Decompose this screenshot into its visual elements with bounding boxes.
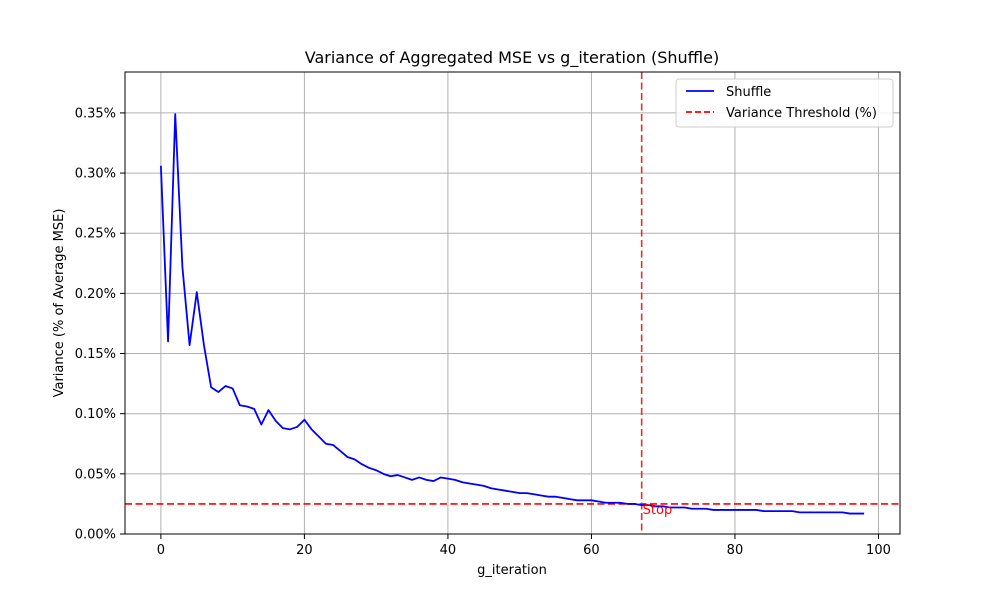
x-tick-label: 0	[157, 543, 165, 558]
legend-box	[675, 78, 894, 128]
reference-lines	[125, 72, 900, 534]
x-tick-label: 60	[583, 543, 600, 558]
series-line-shuffle	[159, 113, 865, 515]
y-tick-label: 0.20%	[75, 287, 116, 302]
y-tick-label: 0.15%	[75, 347, 116, 362]
y-tick-label: 0.10%	[75, 407, 116, 422]
x-tick-label: 80	[727, 543, 744, 558]
legend-label-variance-threshold: Variance Threshold (%)	[726, 106, 877, 121]
y-axis-label: Variance (% of Average MSE)	[52, 209, 67, 398]
stop-annotation: Stop	[643, 503, 673, 518]
x-axis-ticks: 0 20 40 60 80 100	[157, 534, 891, 558]
y-tick-label: 0.30%	[75, 167, 116, 182]
y-tick-label: 0.25%	[75, 227, 116, 242]
y-tick-label: 0.35%	[75, 106, 116, 121]
x-tick-label: 20	[296, 543, 313, 558]
y-tick-label: 0.05%	[75, 467, 116, 482]
x-tick-label: 40	[440, 543, 457, 558]
x-tick-label: 100	[866, 543, 891, 558]
plot-frame	[124, 71, 901, 535]
y-axis-ticks: 0.00% 0.05% 0.10% 0.15% 0.20% 0.25% 0.30% 0.35%	[75, 106, 125, 543]
legend: Shuffle Variance Threshold (%)	[675, 78, 894, 128]
legend-label-shuffle: Shuffle	[726, 85, 771, 100]
chart-title: Variance of Aggregated MSE vs g_iteratio…	[305, 48, 719, 68]
series-lines	[159, 113, 865, 515]
y-tick-label: 0.00%	[75, 528, 116, 543]
x-axis-label: g_iteration	[477, 563, 547, 578]
grid	[125, 72, 900, 535]
